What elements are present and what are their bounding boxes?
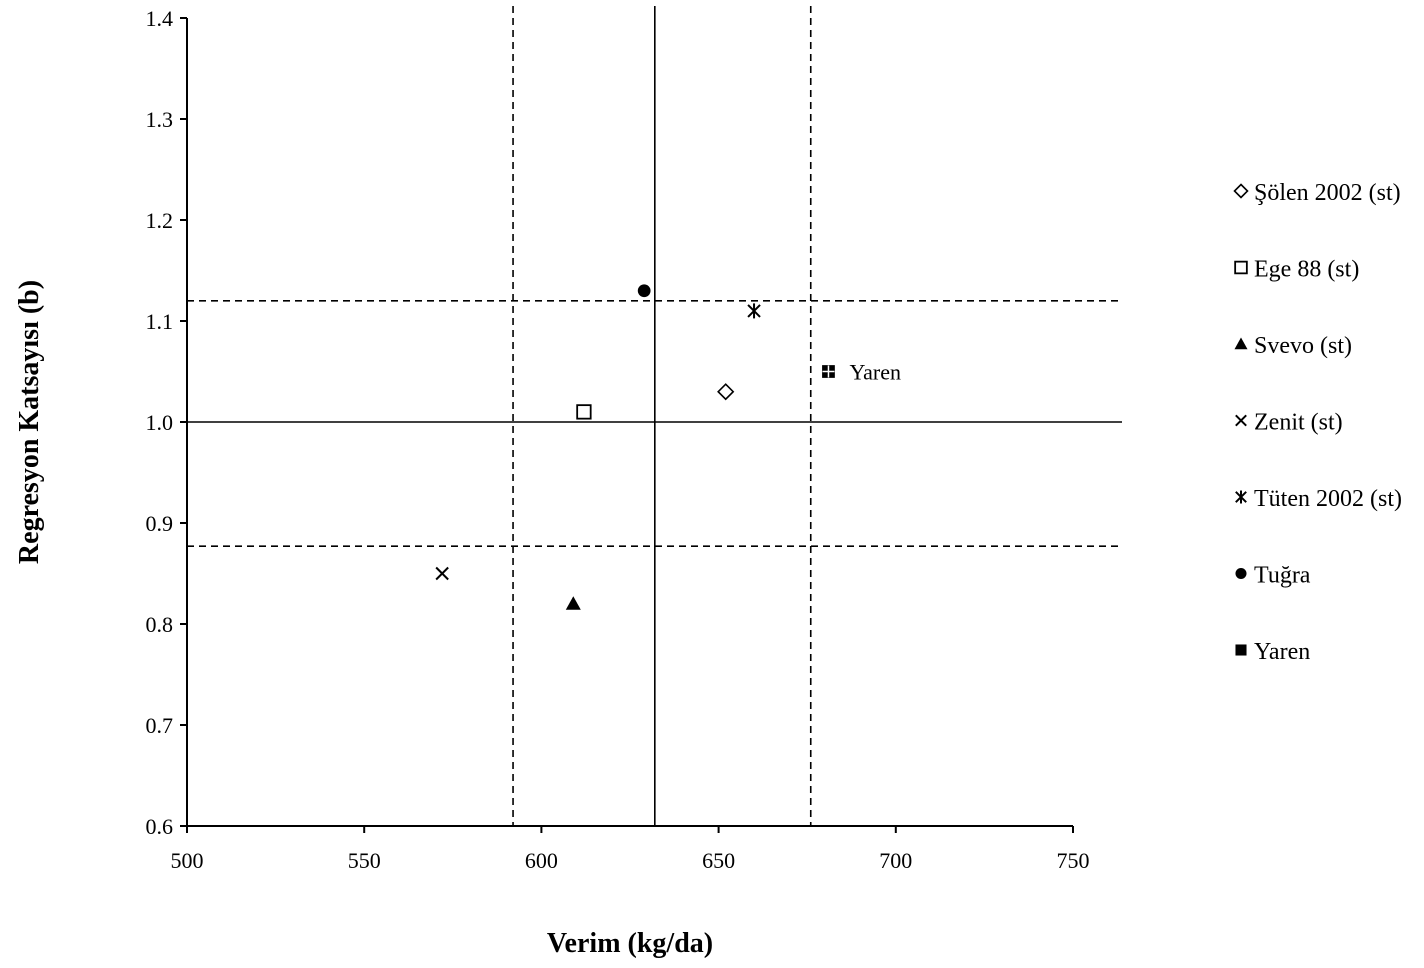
legend-item: Tuğra [1235,563,1311,589]
y-ticks: 0.6 0.7 0.8 0.9 1.0 1.1 1.2 1.3 1.4 [146,6,187,839]
y-tick-label: 1.4 [146,6,174,31]
point-annotation: Yaren [849,360,901,385]
x-tick-label: 650 [702,848,735,873]
legend-marker [1235,490,1247,504]
legend-marker [1235,567,1247,580]
x-tick-label: 600 [525,848,558,873]
y-tick-label: 0.8 [146,612,174,637]
x-tick-label: 550 [348,848,381,873]
legend-marker [1235,414,1247,427]
data-point [717,383,735,401]
annotations: Yaren [849,360,901,385]
legend-item: Zenit (st) [1235,410,1343,436]
legend-marker [1233,183,1249,199]
data-point [637,284,651,298]
y-tick-label: 1.0 [146,410,174,435]
y-axis-title: Regresyon Katsayısı (b) [14,280,45,564]
y-tick-label: 0.9 [146,511,174,536]
y-tick-label: 0.7 [146,713,174,738]
legend-label: Tuğra [1254,563,1311,589]
legend-label: Svevo (st) [1254,333,1352,359]
reference-lines [187,6,1122,826]
legend: Şölen 2002 (st) Ege 88 (st) Svevo (st) Zeni… [1233,180,1402,665]
x-axis-title: Verim (kg/da) [547,928,713,959]
legend-item: Tüten 2002 (st) [1235,486,1402,512]
data-point [435,566,449,581]
y-tick-label: 1.2 [146,208,174,233]
data-point [822,365,835,378]
legend-item: Svevo (st) [1234,333,1352,359]
data-point [565,596,581,610]
legend-label: Yaren [1254,639,1310,665]
legend-marker [1235,644,1247,656]
data-point [576,404,592,420]
legend-label: Tüten 2002 (st) [1254,486,1402,512]
x-ticks: 500 550 600 650 700 750 [171,826,1090,873]
legend-label: Ege 88 (st) [1254,257,1359,283]
data-points [435,284,835,610]
legend-marker [1234,260,1248,275]
legend-item: Ege 88 (st) [1234,257,1359,283]
legend-item: Şölen 2002 (st) [1233,180,1401,206]
legend-label: Şölen 2002 (st) [1254,180,1401,206]
legend-item: Yaren [1235,639,1310,665]
data-point [747,303,761,319]
legend-label: Zenit (st) [1254,410,1343,436]
y-tick-label: 1.3 [146,107,174,132]
legend-marker [1234,337,1248,350]
y-tick-label: 0.6 [146,814,174,839]
x-tick-label: 750 [1057,848,1090,873]
x-tick-label: 700 [879,848,912,873]
x-tick-label: 500 [171,848,204,873]
y-tick-label: 1.1 [146,309,174,334]
